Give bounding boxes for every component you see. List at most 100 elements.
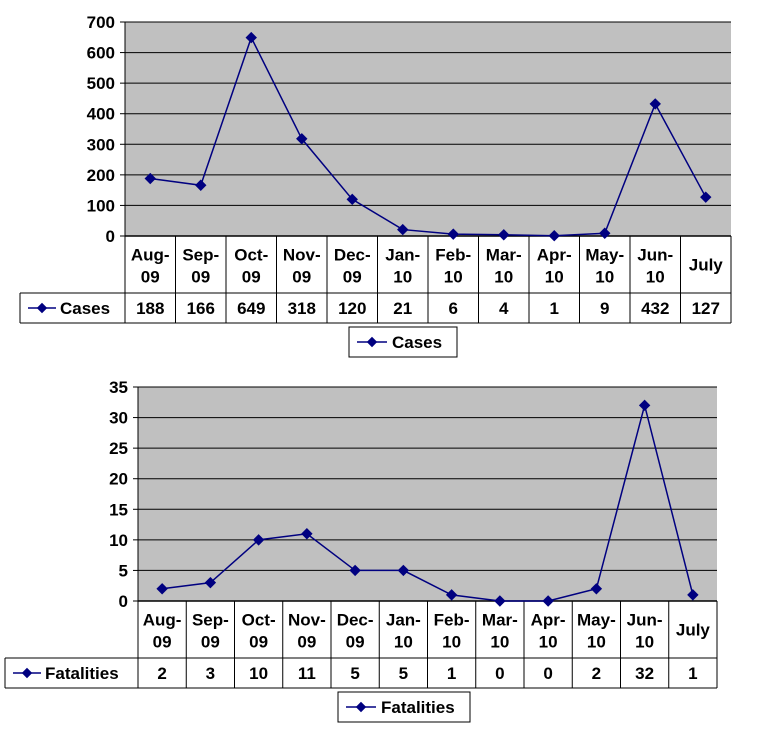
plot-area bbox=[138, 387, 717, 601]
x-tick-label: 10 bbox=[394, 633, 413, 652]
data-label: 21 bbox=[393, 299, 412, 318]
data-point bbox=[687, 589, 699, 601]
x-tick-label: 10 bbox=[635, 633, 654, 652]
data-point bbox=[498, 229, 510, 241]
data-table: Aug-09Sep-09Oct-09Nov-09Dec-09Jan-10Feb-… bbox=[19, 235, 732, 324]
x-tick-label: 09 bbox=[242, 268, 261, 287]
x-tick-label: Oct- bbox=[242, 611, 276, 630]
x-tick-label: Jun- bbox=[627, 611, 663, 630]
chart-1: 0 100 200 300 400 500 600 700 Aug- 09 Sep- 09 Oct- 09… bbox=[19, 13, 732, 358]
x-tick-label: Feb- bbox=[434, 611, 470, 630]
data-point bbox=[252, 534, 265, 546]
data-point bbox=[204, 576, 217, 589]
x-tick-label: May- bbox=[577, 611, 616, 630]
data-point bbox=[245, 31, 257, 44]
x-tick-label: 09 bbox=[153, 633, 172, 652]
data-point bbox=[301, 528, 313, 540]
data-point bbox=[296, 133, 308, 145]
x-tick-label: Dec- bbox=[337, 611, 374, 630]
y-tick-label: 300 bbox=[87, 135, 115, 154]
data-point bbox=[397, 223, 409, 236]
x-tick-label: 09 bbox=[343, 268, 362, 287]
data-label: 2 bbox=[592, 664, 601, 683]
data-point bbox=[638, 399, 651, 412]
x-tick-label: 10 bbox=[444, 268, 463, 287]
data-point bbox=[156, 583, 168, 595]
y-tick-label: 20 bbox=[109, 470, 128, 489]
x-tick-label: 10 bbox=[442, 633, 461, 652]
legend: Cases bbox=[348, 326, 458, 358]
y-tick-label: 5 bbox=[119, 561, 128, 580]
data-label: 127 bbox=[692, 299, 720, 318]
data-point bbox=[195, 179, 207, 191]
x-tick-label: Sep- bbox=[182, 246, 219, 265]
x-tick-label: 10 bbox=[646, 268, 665, 287]
x-tick-label: 10 bbox=[494, 268, 513, 287]
data-point bbox=[346, 193, 358, 206]
data-label: 166 bbox=[187, 299, 215, 318]
data-point bbox=[700, 191, 712, 203]
x-tick-label: 10 bbox=[539, 633, 558, 652]
x-tick-label: Apr- bbox=[531, 611, 566, 630]
y-tick-label: 35 bbox=[109, 378, 128, 397]
data-point bbox=[494, 595, 506, 607]
data-point bbox=[590, 583, 603, 595]
x-tick-label: May- bbox=[585, 246, 624, 265]
chart-2: 05101520253035Aug-09Sep-09Oct-09Nov-09De… bbox=[4, 378, 718, 723]
x-tick-label: Jun- bbox=[637, 246, 673, 265]
series-line bbox=[150, 35, 707, 237]
y-tick-label: 500 bbox=[87, 74, 115, 93]
y-tick-label: 0 bbox=[119, 592, 128, 611]
x-tick-label: 09 bbox=[346, 633, 365, 652]
y-tick-label: 400 bbox=[87, 105, 115, 124]
data-label: 4 bbox=[499, 299, 509, 318]
table-series-name: Cases bbox=[60, 299, 110, 318]
x-tick-label: 09 bbox=[297, 633, 316, 652]
y-tick-label: 10 bbox=[109, 531, 128, 550]
y-tick-label: 100 bbox=[87, 196, 115, 215]
table-series-key-marker bbox=[21, 667, 33, 679]
legend-box bbox=[348, 326, 458, 358]
legend-label: Fatalities bbox=[381, 698, 455, 717]
x-tick-label: Sep- bbox=[192, 611, 229, 630]
data-point bbox=[447, 228, 459, 240]
data-label: 1 bbox=[447, 664, 456, 683]
data-label: 5 bbox=[350, 664, 359, 683]
data-label: 188 bbox=[136, 299, 164, 318]
table-series-key-marker bbox=[36, 302, 48, 314]
x-tick-label: 10 bbox=[587, 633, 606, 652]
x-tick-label: Mar- bbox=[486, 246, 522, 265]
data-point bbox=[548, 229, 560, 242]
data-point bbox=[649, 98, 661, 110]
data-label: 0 bbox=[543, 664, 552, 683]
x-tick-label: 10 bbox=[545, 268, 564, 287]
data-label: 9 bbox=[600, 299, 609, 318]
x-tick-label: 09 bbox=[249, 633, 268, 652]
data-label: 2 bbox=[157, 664, 166, 683]
y-tick-label: 700 bbox=[87, 13, 115, 32]
x-tick-label: Apr- bbox=[537, 246, 572, 265]
x-tick-label: Oct- bbox=[234, 246, 268, 265]
data-label: 3 bbox=[206, 664, 215, 683]
x-tick-label: July bbox=[676, 621, 711, 640]
data-label: 32 bbox=[635, 664, 654, 683]
x-tick-label: Aug- bbox=[143, 611, 182, 630]
table-series-name: Fatalities bbox=[45, 664, 119, 683]
series-line bbox=[162, 402, 694, 602]
x-tick-label: 10 bbox=[490, 633, 509, 652]
legend-label: Cases bbox=[392, 333, 442, 352]
data-label: 5 bbox=[399, 664, 408, 683]
y-tick-label: 600 bbox=[87, 44, 115, 63]
x-tick-label: Mar- bbox=[482, 611, 518, 630]
x-tick-label: 09 bbox=[141, 268, 160, 287]
x-tick-label: 09 bbox=[292, 268, 311, 287]
data-label: 120 bbox=[338, 299, 366, 318]
y-tick-label: 30 bbox=[109, 409, 128, 428]
data-point bbox=[599, 227, 611, 239]
data-point bbox=[445, 589, 458, 601]
data-table: Aug-09Sep-09Oct-09Nov-09Dec-09Jan-10Feb-… bbox=[4, 600, 718, 689]
x-tick-label: Dec- bbox=[334, 246, 371, 265]
x-tick-label: Feb- bbox=[435, 246, 471, 265]
data-label: 10 bbox=[249, 664, 268, 683]
